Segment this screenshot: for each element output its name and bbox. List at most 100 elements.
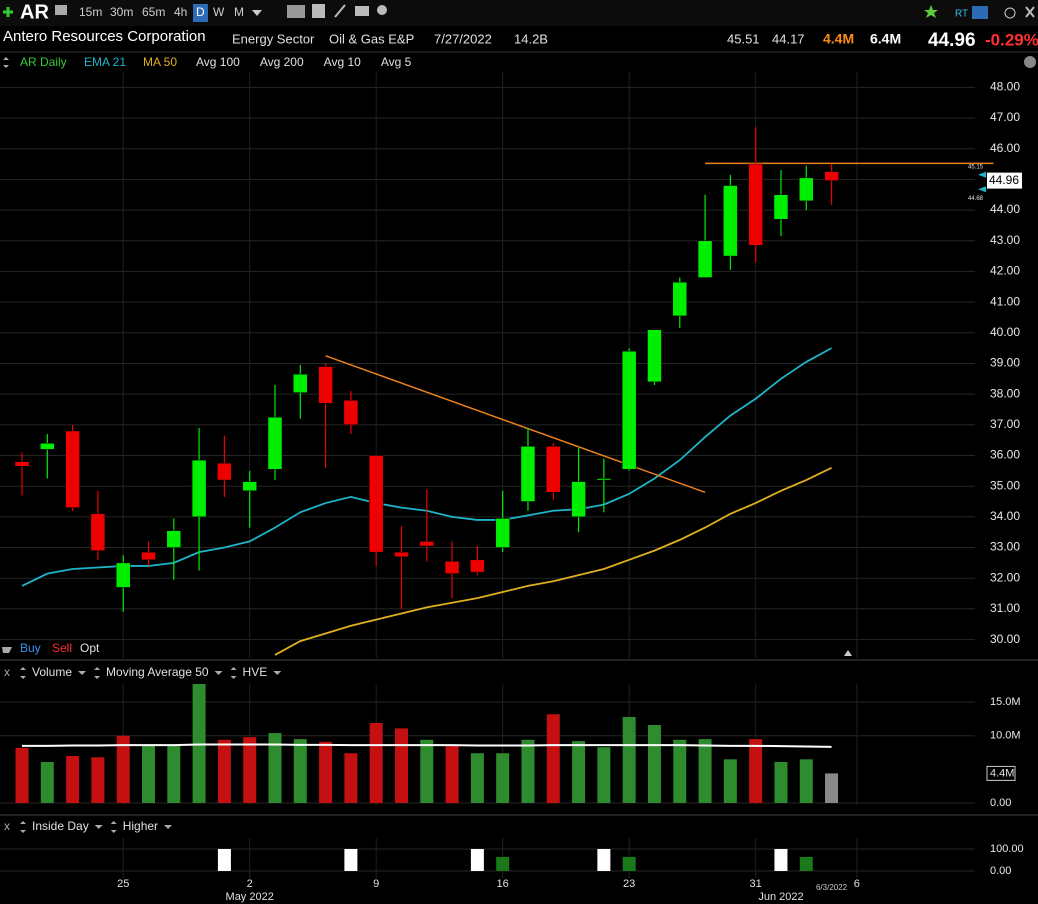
candle-body	[419, 541, 435, 547]
symbol[interactable]: AR	[20, 1, 49, 23]
dropdown[interactable]	[214, 671, 223, 675]
y-tick-label: 33.00	[990, 540, 1020, 554]
panel-legend[interactable]: HVE	[243, 665, 268, 679]
company-name: Antero Resources Corporation	[3, 28, 206, 45]
interval[interactable]: 15m	[79, 5, 102, 19]
candle-body	[368, 455, 384, 553]
y-tick-label: 42.00	[990, 264, 1020, 278]
indicator-line	[274, 466, 832, 656]
panel-legend[interactable]: Moving Average 50	[106, 665, 209, 679]
candle-body	[90, 513, 106, 551]
legend-entry[interactable]: Avg 5	[381, 55, 412, 69]
candle-body	[621, 350, 637, 470]
last-price-box	[987, 172, 1022, 189]
candle-body	[723, 185, 738, 257]
y-tick-label: 46.00	[990, 141, 1020, 155]
dropdown[interactable]	[94, 825, 103, 829]
bar	[749, 739, 763, 803]
candle-body	[672, 281, 688, 317]
candle-body	[470, 559, 485, 573]
options-button[interactable]: Opt	[80, 641, 100, 655]
low: 44.17	[772, 31, 805, 46]
candle-body	[495, 518, 510, 548]
interval[interactable]: 4h	[174, 5, 187, 19]
bar	[698, 739, 712, 803]
dropdown[interactable]	[252, 10, 262, 16]
scroll-marker[interactable]	[844, 650, 852, 656]
interval[interactable]: 65m	[142, 5, 165, 19]
legend-entry[interactable]: MA 50	[143, 55, 177, 69]
bar	[597, 747, 611, 803]
dropdown[interactable]	[164, 825, 173, 829]
bar	[799, 759, 813, 803]
dropdown[interactable]	[78, 671, 87, 675]
y-tick-label: 43.00	[990, 233, 1020, 247]
icon[interactable]	[287, 5, 305, 18]
resize-icon[interactable]	[3, 57, 9, 68]
close-panel[interactable]: x	[4, 819, 10, 833]
bar	[192, 684, 206, 803]
panel-legend[interactable]: Higher	[123, 819, 158, 833]
interval[interactable]: 30m	[110, 5, 133, 19]
legend-entry[interactable]: AR Daily	[20, 55, 67, 69]
bar	[774, 761, 788, 803]
icon[interactable]	[312, 4, 325, 18]
x-tick-label: 6	[854, 878, 860, 890]
close-icon[interactable]	[1025, 6, 1035, 18]
change: -0.29%	[985, 30, 1038, 49]
bar	[369, 722, 383, 803]
bar	[799, 856, 813, 871]
sector[interactable]: Energy Sector	[232, 31, 315, 46]
bar	[546, 714, 560, 803]
icon[interactable]	[972, 6, 988, 19]
palette-icon[interactable]	[1024, 56, 1036, 68]
bar	[116, 735, 130, 803]
icon[interactable]	[377, 5, 387, 15]
y-tick-label: 36.00	[990, 448, 1020, 462]
interval[interactable]: W	[213, 5, 225, 19]
candle-body	[546, 446, 561, 493]
bar	[15, 747, 29, 803]
resize-icon[interactable]	[230, 667, 237, 679]
icon[interactable]	[55, 5, 67, 15]
toolbar	[0, 0, 1038, 26]
last-price: 44.96	[928, 30, 976, 51]
dropdown[interactable]	[273, 671, 282, 675]
panel-legend[interactable]: Inside Day	[32, 819, 89, 833]
icon[interactable]	[334, 4, 346, 18]
last-price-label: 44.96	[989, 173, 1019, 187]
resize-icon[interactable]	[94, 667, 101, 679]
legend-entry[interactable]: Avg 100	[196, 55, 240, 69]
bar	[167, 745, 181, 803]
candle-body	[394, 551, 409, 558]
sell-button[interactable]: Sell	[52, 641, 72, 655]
candle-body	[520, 446, 536, 502]
legend-entry[interactable]: Avg 200	[260, 55, 304, 69]
y-tick-label: 35.00	[990, 478, 1020, 492]
industry[interactable]: Oil & Gas E&P	[329, 31, 414, 46]
bar	[293, 739, 307, 803]
legend-entry[interactable]: EMA 21	[84, 55, 126, 69]
interval[interactable]: M	[234, 5, 244, 19]
legend-entry[interactable]: Avg 10	[324, 55, 361, 69]
candle-body	[65, 430, 80, 508]
trade-icon[interactable]	[2, 647, 12, 653]
candle-body	[343, 400, 359, 426]
resize-icon[interactable]	[20, 821, 26, 833]
star-icon[interactable]	[924, 5, 938, 18]
resize-icon[interactable]	[110, 821, 117, 833]
panel-legend[interactable]: Volume	[32, 665, 72, 679]
y-tick-label: 41.00	[990, 294, 1020, 308]
close-panel[interactable]: x	[4, 665, 10, 679]
volume: 4.4M	[823, 31, 854, 47]
rt-label[interactable]: RT	[955, 9, 968, 20]
buy-button[interactable]: Buy	[20, 641, 41, 655]
add-icon[interactable]	[3, 7, 13, 17]
interval[interactable]: D	[196, 5, 205, 19]
icon[interactable]	[1004, 7, 1016, 19]
bar	[40, 761, 54, 803]
axis-marker-label: 44.68	[968, 196, 984, 202]
resize-icon[interactable]	[20, 667, 26, 679]
icon[interactable]	[355, 6, 369, 16]
